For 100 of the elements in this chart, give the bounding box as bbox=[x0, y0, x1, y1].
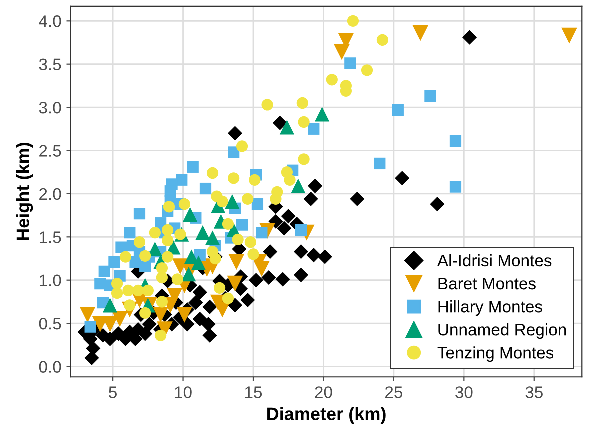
x-tick-label: 5 bbox=[109, 386, 117, 398]
point bbox=[154, 330, 167, 342]
point bbox=[252, 198, 264, 210]
point bbox=[248, 248, 260, 260]
y-tick-label: 3.5 bbox=[39, 58, 62, 71]
point bbox=[134, 236, 146, 248]
x-tick-label: 15 bbox=[246, 386, 262, 398]
point bbox=[295, 224, 308, 236]
x-tick-label: 25 bbox=[386, 386, 403, 398]
point bbox=[102, 298, 118, 313]
point bbox=[120, 251, 132, 263]
point bbox=[232, 234, 244, 246]
point bbox=[344, 58, 356, 70]
point bbox=[84, 321, 96, 333]
point bbox=[163, 201, 176, 213]
y-tick-label: 4.0 bbox=[39, 16, 62, 28]
point bbox=[222, 218, 234, 230]
point bbox=[272, 186, 284, 198]
point bbox=[122, 284, 134, 297]
point bbox=[191, 256, 206, 270]
point bbox=[156, 272, 168, 284]
point bbox=[142, 284, 154, 297]
point bbox=[334, 44, 350, 60]
y-axis-title: Height (km) bbox=[16, 143, 34, 240]
point bbox=[249, 174, 261, 186]
point bbox=[296, 97, 308, 110]
legend-label: Unnamed Region bbox=[438, 324, 566, 340]
point bbox=[80, 307, 96, 323]
point bbox=[225, 194, 240, 210]
point bbox=[216, 196, 228, 208]
point bbox=[134, 208, 146, 220]
y-tick-label: 3.0 bbox=[39, 102, 62, 114]
point bbox=[124, 227, 136, 239]
point bbox=[172, 258, 188, 274]
y-tick-label: 2.5 bbox=[40, 145, 62, 157]
legend-label: Tenzing Montes bbox=[438, 346, 554, 362]
point bbox=[156, 296, 168, 308]
point bbox=[450, 181, 462, 193]
point bbox=[162, 234, 174, 246]
point bbox=[242, 193, 254, 205]
point bbox=[172, 274, 184, 286]
point bbox=[210, 252, 222, 265]
point bbox=[162, 224, 174, 236]
point bbox=[280, 120, 294, 135]
y-tick-label: 1.5 bbox=[40, 232, 62, 244]
y-tick-label: 0.5 bbox=[39, 318, 62, 330]
point bbox=[206, 167, 219, 180]
point bbox=[228, 146, 240, 158]
point bbox=[236, 140, 248, 152]
point bbox=[111, 278, 124, 290]
point bbox=[291, 178, 306, 194]
point bbox=[183, 207, 198, 222]
y-tick-label: 0.0 bbox=[39, 361, 62, 373]
point bbox=[132, 284, 144, 297]
point bbox=[326, 74, 338, 86]
point bbox=[140, 250, 152, 262]
y-tick-label: 1.0 bbox=[40, 274, 62, 287]
point bbox=[315, 107, 330, 122]
point bbox=[374, 158, 386, 170]
point bbox=[200, 182, 212, 195]
point bbox=[112, 311, 128, 328]
point bbox=[562, 28, 578, 44]
point bbox=[298, 116, 310, 128]
point bbox=[236, 219, 248, 231]
point bbox=[284, 174, 296, 186]
point bbox=[140, 307, 152, 319]
x-tick-label: 20 bbox=[315, 386, 332, 398]
point bbox=[205, 230, 220, 246]
point bbox=[162, 251, 174, 263]
point bbox=[116, 242, 128, 254]
point bbox=[108, 256, 120, 268]
point bbox=[214, 282, 226, 294]
legend-label: Baret Montes bbox=[438, 278, 536, 290]
y-tick-label: 2.0 bbox=[40, 188, 62, 200]
x-tick-label: 30 bbox=[456, 386, 473, 398]
point bbox=[392, 104, 404, 116]
point bbox=[361, 64, 374, 76]
point bbox=[228, 254, 245, 270]
point bbox=[412, 25, 429, 42]
x-axis-title: Diameter (km) bbox=[268, 407, 386, 424]
point bbox=[178, 198, 190, 210]
point bbox=[227, 276, 244, 292]
point bbox=[196, 226, 210, 240]
point bbox=[184, 250, 199, 264]
point bbox=[244, 236, 256, 248]
point bbox=[222, 292, 234, 304]
point bbox=[228, 172, 240, 184]
point bbox=[376, 34, 389, 46]
point bbox=[149, 227, 161, 239]
x-tick-label: 10 bbox=[175, 386, 192, 398]
point bbox=[176, 307, 193, 323]
point bbox=[130, 256, 142, 268]
legend-label: Hillary Montes bbox=[438, 300, 542, 316]
point bbox=[174, 228, 186, 240]
point bbox=[298, 154, 310, 166]
point bbox=[347, 15, 360, 27]
point bbox=[111, 288, 124, 300]
point bbox=[450, 135, 462, 148]
point bbox=[262, 99, 274, 111]
point bbox=[308, 123, 320, 135]
